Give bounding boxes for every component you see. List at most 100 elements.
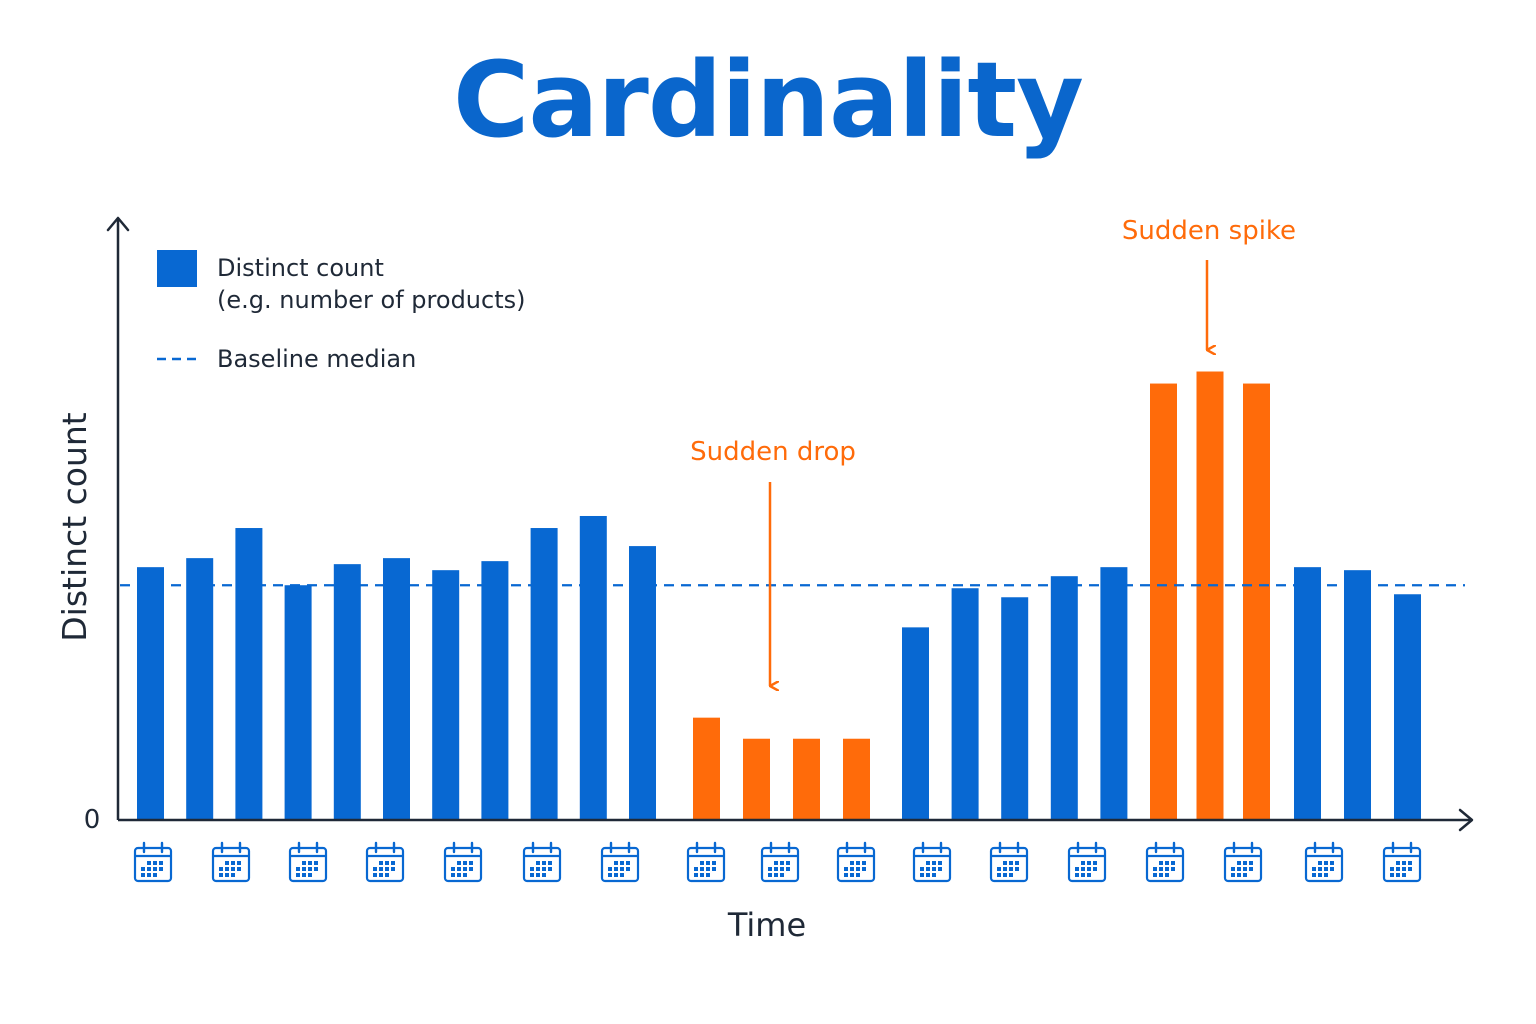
calendar-frame bbox=[686, 846, 726, 883]
calendar-day-dot bbox=[1237, 873, 1241, 877]
calendar-day-dot bbox=[314, 867, 318, 871]
calendar-day-dot bbox=[1081, 867, 1085, 871]
calendar-frame bbox=[760, 846, 800, 883]
calendar-day-dot bbox=[938, 861, 942, 865]
bar bbox=[951, 588, 979, 820]
calendar-day-dot bbox=[926, 873, 930, 877]
calendar-frame bbox=[1382, 846, 1422, 883]
calendar-day-dot bbox=[614, 873, 618, 877]
chart-title: Cardinality bbox=[453, 39, 1084, 161]
calendar-day-dot bbox=[379, 861, 383, 865]
x-axis-label: Time bbox=[727, 906, 806, 944]
calendar-day-dot bbox=[385, 873, 389, 877]
calendar-icon bbox=[1067, 841, 1107, 883]
calendar-day-dot bbox=[620, 861, 624, 865]
calendar-day-dot bbox=[314, 861, 318, 865]
calendar-day-dot bbox=[296, 873, 300, 877]
calendar-day-dot bbox=[1165, 867, 1169, 871]
calendar-day-dot bbox=[225, 873, 229, 877]
calendar-day-dot bbox=[997, 867, 1001, 871]
calendar-day-dot bbox=[302, 867, 306, 871]
bar bbox=[1001, 597, 1029, 820]
y-axis-label: Distinct count bbox=[55, 412, 94, 642]
calendar-day-dot bbox=[1009, 861, 1013, 865]
calendar-day-dot bbox=[620, 873, 624, 877]
calendar-day-dot bbox=[856, 867, 860, 871]
calendar-day-dot bbox=[308, 861, 312, 865]
bar bbox=[579, 515, 607, 820]
calendar-day-dot bbox=[542, 861, 546, 865]
bar bbox=[843, 738, 870, 820]
calendar-icon bbox=[211, 841, 251, 883]
calendar-day-dot bbox=[844, 873, 848, 877]
calendar-day-dot bbox=[700, 861, 704, 865]
calendar-day-dot bbox=[1081, 861, 1085, 865]
calendar-icon bbox=[522, 841, 562, 883]
calendar-day-dot bbox=[786, 867, 790, 871]
calendar-day-dot bbox=[1408, 861, 1412, 865]
calendar-day-dot bbox=[997, 873, 1001, 877]
calendar-day-dot bbox=[862, 861, 866, 865]
calendar-day-dot bbox=[700, 873, 704, 877]
calendar-day-dot bbox=[608, 873, 612, 877]
calendar-day-dot bbox=[920, 867, 924, 871]
axis-labels-layer: 0 Time Distinct count bbox=[55, 412, 806, 944]
calendar-day-dot bbox=[850, 861, 854, 865]
calendar-day-dot bbox=[1318, 867, 1322, 871]
calendar-day-dot bbox=[457, 867, 461, 871]
calendar-day-dot bbox=[1324, 873, 1328, 877]
y-tick-label: 0 bbox=[84, 805, 101, 835]
bar bbox=[481, 561, 509, 820]
calendar-day-dot bbox=[856, 861, 860, 865]
bar bbox=[333, 564, 361, 820]
bar bbox=[1100, 567, 1128, 820]
calendar-day-dot bbox=[463, 873, 467, 877]
calendar-day-dot bbox=[1324, 861, 1328, 865]
calendar-day-dot bbox=[1408, 867, 1412, 871]
legend-label: Baseline median bbox=[217, 345, 416, 373]
calendar-frame bbox=[133, 846, 173, 883]
calendar-day-dot bbox=[1093, 867, 1097, 871]
calendar-icon bbox=[365, 841, 405, 883]
calendar-day-dot bbox=[1231, 873, 1235, 877]
calendar-day-dot bbox=[153, 873, 157, 877]
bar bbox=[284, 585, 312, 820]
calendar-day-dot bbox=[231, 867, 235, 871]
calendar-day-dot bbox=[1402, 861, 1406, 865]
calendar-day-dot bbox=[774, 873, 778, 877]
calendar-day-dot bbox=[608, 867, 612, 871]
calendar-day-dot bbox=[780, 861, 784, 865]
x-ticks-layer bbox=[133, 841, 1422, 883]
bar bbox=[1394, 594, 1421, 820]
calendar-day-dot bbox=[1075, 867, 1079, 871]
calendar-day-dot bbox=[530, 873, 534, 877]
calendar-frame bbox=[1223, 846, 1263, 883]
calendar-day-dot bbox=[768, 873, 772, 877]
bar bbox=[235, 528, 263, 820]
calendar-day-dot bbox=[391, 867, 395, 871]
calendar-icon bbox=[1145, 841, 1185, 883]
calendar-icon bbox=[912, 841, 952, 883]
calendar-day-dot bbox=[1231, 867, 1235, 871]
calendar-frame bbox=[1304, 846, 1344, 883]
calendar-day-dot bbox=[932, 867, 936, 871]
calendar-day-dot bbox=[159, 861, 163, 865]
calendar-day-dot bbox=[463, 867, 467, 871]
calendar-day-dot bbox=[308, 873, 312, 877]
calendar-icon bbox=[1304, 841, 1344, 883]
calendar-day-dot bbox=[1015, 867, 1019, 871]
calendar-day-dot bbox=[844, 867, 848, 871]
calendar-day-dot bbox=[530, 867, 534, 871]
calendar-day-dot bbox=[932, 861, 936, 865]
calendar-day-dot bbox=[1318, 873, 1322, 877]
calendar-day-dot bbox=[219, 867, 223, 871]
calendar-day-dot bbox=[1081, 873, 1085, 877]
bar bbox=[530, 528, 558, 820]
bars-layer bbox=[137, 371, 1421, 820]
calendar-day-dot bbox=[153, 867, 157, 871]
bar bbox=[1150, 383, 1177, 820]
calendar-day-dot bbox=[141, 867, 145, 871]
calendar-day-dot bbox=[1312, 867, 1316, 871]
calendar-day-dot bbox=[1243, 873, 1247, 877]
bar bbox=[629, 546, 656, 820]
